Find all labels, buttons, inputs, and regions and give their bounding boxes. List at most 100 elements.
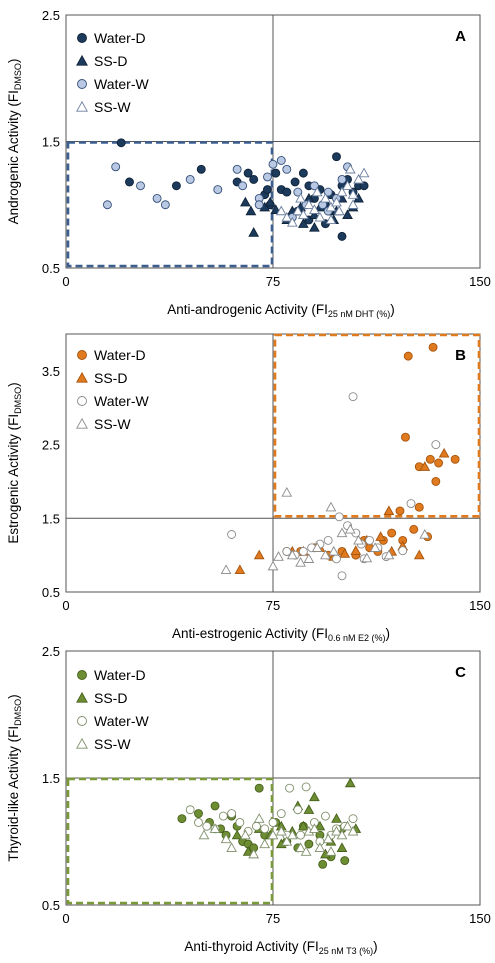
legend-label: Water-W	[94, 713, 149, 729]
x-tick-label: 150	[469, 911, 491, 926]
data-point	[450, 454, 460, 464]
data-point	[296, 830, 306, 840]
legend-label: SS-D	[94, 53, 127, 69]
y-axis-label-sub: DMSO	[13, 63, 23, 90]
y-tick-label: 2.5	[42, 644, 60, 659]
y-tick-label: 1.5	[42, 771, 60, 786]
data-point	[213, 185, 223, 195]
data-point	[259, 838, 271, 849]
y-tick-label: 1.5	[42, 511, 60, 526]
legend-label: Water-W	[94, 76, 149, 92]
data-point	[295, 556, 306, 567]
data-point	[249, 174, 259, 184]
data-point	[227, 809, 237, 819]
data-point	[303, 553, 315, 563]
data-point	[275, 825, 287, 836]
data-point	[425, 454, 435, 464]
data-point	[314, 842, 326, 852]
y-tick-label: 2.5	[42, 438, 60, 453]
data-point	[409, 524, 419, 534]
x-axis-label: Anti-estrogenic Activity (FI0.6 nM E2 (%…	[172, 626, 390, 643]
data-point	[304, 839, 314, 849]
data-point	[297, 209, 309, 220]
y-tick-label: 1.5	[42, 135, 60, 150]
data-point	[254, 200, 264, 210]
highlight-box	[66, 777, 274, 905]
data-point	[267, 560, 279, 571]
data-point	[232, 164, 242, 174]
legend-label: SS-W	[94, 99, 131, 115]
y-axis-label-main: Estrogenic Activity (FI	[6, 414, 21, 544]
data-point	[328, 545, 340, 556]
chart-panel-a: 0.5 1.5 2.5 0 75 150 A Anti-androgenic Activity…	[6, 8, 491, 319]
data-point	[339, 548, 351, 558]
y-axis-label-end: )	[6, 694, 21, 699]
legend-label: Water-W	[94, 393, 149, 409]
legend-marker	[76, 100, 88, 112]
data-point	[334, 512, 344, 522]
data-point	[348, 814, 358, 824]
data-point	[309, 209, 320, 220]
data-point	[285, 783, 295, 793]
legend-marker	[77, 716, 87, 726]
panel-letter: C	[455, 664, 466, 681]
legend-marker	[77, 79, 87, 89]
data-point	[419, 461, 431, 471]
x-axis-label-end: )	[386, 626, 391, 641]
data-point	[254, 783, 264, 793]
data-point	[336, 842, 348, 852]
data-point	[273, 551, 284, 561]
data-point	[263, 172, 272, 182]
legend-marker	[77, 33, 87, 43]
data-point	[295, 842, 306, 852]
data-point	[267, 829, 279, 840]
data-point	[314, 211, 326, 222]
data-point	[253, 549, 265, 560]
data-point	[311, 186, 323, 197]
data-point	[347, 189, 359, 199]
data-point	[300, 846, 312, 856]
data-point	[309, 204, 320, 214]
legend-label: Water-D	[94, 347, 146, 363]
data-point	[403, 351, 413, 361]
data-point	[242, 846, 254, 856]
x-tick-label: 75	[266, 911, 280, 926]
data-point	[311, 542, 323, 552]
data-point	[260, 824, 270, 834]
data-point	[336, 829, 348, 840]
data-point	[160, 200, 170, 210]
series-water-d	[282, 342, 460, 560]
data-point	[238, 181, 248, 191]
data-point	[231, 829, 243, 840]
data-point	[365, 535, 375, 545]
data-point	[243, 168, 253, 178]
data-point	[235, 818, 245, 827]
data-point	[209, 823, 221, 833]
series-ss-w	[220, 486, 431, 575]
x-tick-label: 150	[469, 274, 491, 289]
data-point	[293, 187, 303, 197]
data-point	[336, 186, 348, 197]
data-point	[359, 181, 369, 191]
x-tick-label: 75	[266, 598, 280, 613]
chart-panel-c: 0.5 1.5 2.5 0 75 150 C Anti-thyroid Activity (F…	[6, 644, 491, 956]
data-point	[276, 156, 286, 165]
data-point	[434, 458, 444, 468]
data-point	[438, 447, 450, 458]
y-tick-label: 3.5	[42, 364, 60, 379]
data-point	[210, 801, 220, 811]
data-point	[185, 805, 195, 815]
data-point	[320, 192, 331, 203]
y-axis-label: Estrogenic Activity (FIDMSO)	[6, 382, 23, 543]
x-axis-label-sub: 25 nM DHT (%)	[328, 309, 390, 319]
data-point	[245, 205, 257, 216]
data-point	[240, 829, 251, 840]
data-point	[344, 523, 356, 534]
data-point	[314, 820, 326, 831]
data-point	[218, 811, 228, 821]
data-point	[234, 564, 246, 575]
data-point	[282, 547, 292, 556]
x-axis-label-sub: 25 nM T3 (%)	[319, 946, 373, 956]
legend-label: Water-D	[94, 667, 146, 683]
